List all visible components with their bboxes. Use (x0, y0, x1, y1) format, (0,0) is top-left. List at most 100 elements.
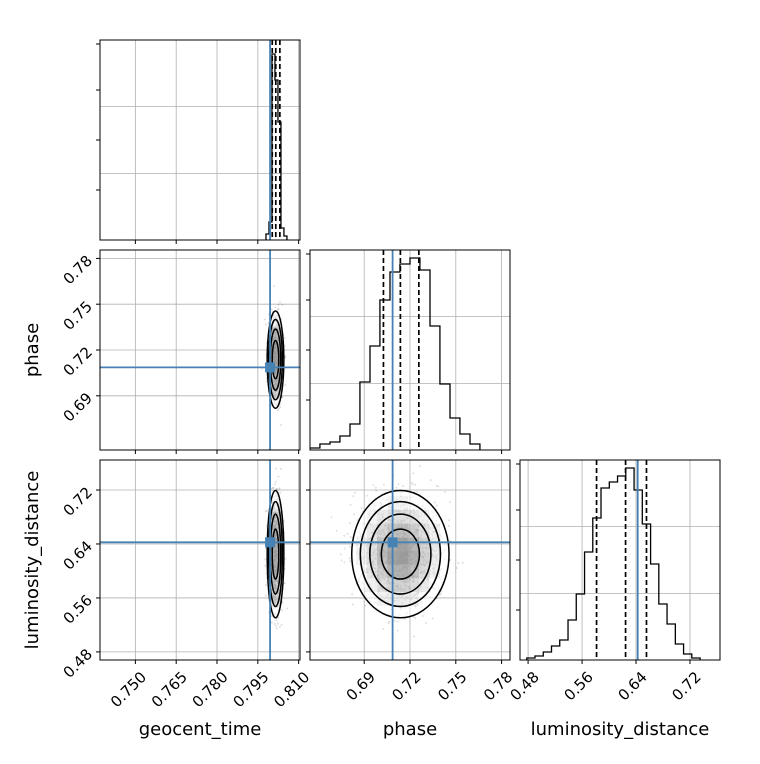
sample-point (265, 324, 267, 326)
sample-point (284, 558, 286, 560)
sample-point (278, 408, 280, 410)
sample-point (284, 337, 286, 339)
sample-point (271, 308, 273, 310)
sample-point (278, 304, 280, 306)
sample-point (340, 553, 342, 555)
hist-phase-step (310, 258, 480, 450)
sample-point (276, 627, 278, 629)
sample-point (279, 492, 281, 494)
hist-geocent_time-bars (266, 40, 287, 240)
sample-point (349, 522, 351, 524)
scatter-geocent_time-phase-panel (96, 250, 300, 454)
sample-point (264, 565, 266, 567)
sample-point (383, 484, 385, 486)
sample-point (353, 513, 355, 515)
scatter-geocent_time-luminosity_distance-truth-marker (265, 537, 275, 547)
sample-point (280, 424, 282, 426)
sample-point (275, 625, 277, 627)
sample-point (414, 484, 416, 486)
sample-point (434, 501, 436, 503)
sample-point (279, 301, 281, 303)
sample-point (281, 304, 283, 306)
hist-luminosity_distance-panel (516, 460, 720, 664)
sample-point (448, 519, 450, 521)
sample-point (277, 476, 279, 478)
sample-point (279, 626, 281, 628)
sample-point (341, 559, 343, 561)
sample-point (372, 484, 374, 486)
sample-point (350, 536, 352, 538)
sample-point (430, 479, 432, 481)
sample-point (419, 465, 421, 467)
sample-point (280, 468, 282, 470)
sample-point (354, 492, 356, 494)
sample-point (396, 487, 398, 489)
sample-point (449, 501, 451, 503)
sample-point (281, 624, 283, 626)
sample-point (277, 308, 279, 310)
scatter-phase-luminosity_distance-panel (306, 460, 510, 664)
sample-point (432, 618, 434, 620)
sample-point (284, 384, 286, 386)
sample-point (279, 406, 281, 408)
sample-point (265, 584, 267, 586)
sample-point (456, 567, 458, 569)
sample-point (402, 485, 404, 487)
sample-point (349, 546, 351, 548)
sample-point (444, 491, 446, 493)
sample-point (347, 533, 349, 535)
sample-point (375, 490, 377, 492)
sample-point (277, 617, 279, 619)
sample-point (274, 483, 276, 485)
sample-point (352, 495, 354, 497)
sample-point (436, 505, 438, 507)
sample-point (344, 548, 346, 550)
sample-point (375, 487, 377, 489)
sample-point (336, 530, 338, 532)
sample-point (276, 619, 278, 621)
sample-point (413, 636, 415, 638)
sample-point (352, 604, 354, 606)
sample-point (366, 495, 368, 497)
sample-point (273, 285, 275, 287)
sample-point (275, 481, 277, 483)
sample-point (414, 617, 416, 619)
sample-point (271, 622, 273, 624)
scatter-geocent_time-phase-truth-marker (265, 362, 275, 372)
hist-phase-panel (306, 250, 510, 454)
sample-point (449, 559, 451, 561)
sample-point (264, 318, 266, 320)
sample-point (286, 608, 288, 610)
sample-point (394, 620, 396, 622)
sample-point (331, 516, 333, 518)
sample-point (412, 483, 414, 485)
hist-luminosity_distance-step (527, 468, 700, 660)
sample-point (437, 485, 439, 487)
sample-point (458, 562, 460, 564)
sample-point (422, 615, 424, 617)
sample-point (397, 630, 399, 632)
sample-point (448, 525, 450, 527)
sample-point (396, 621, 398, 623)
sample-point (398, 483, 400, 485)
sample-point (265, 510, 267, 512)
sample-point (277, 409, 279, 411)
sample-point (275, 468, 277, 470)
sample-point (274, 623, 276, 625)
hist-phase-bars (310, 250, 480, 450)
sample-point (264, 558, 266, 560)
scatter-geocent_time-luminosity_distance-panel (96, 460, 300, 664)
sample-point (344, 561, 346, 563)
sample-point (265, 595, 267, 597)
sample-point (343, 535, 345, 537)
sample-point (278, 488, 280, 490)
sample-point (351, 593, 353, 595)
sample-point (412, 472, 414, 474)
sample-point (365, 605, 367, 607)
sample-point (275, 306, 277, 308)
sample-point (349, 557, 351, 559)
sample-point (350, 504, 352, 506)
hist-luminosity_distance-bars (527, 460, 700, 660)
